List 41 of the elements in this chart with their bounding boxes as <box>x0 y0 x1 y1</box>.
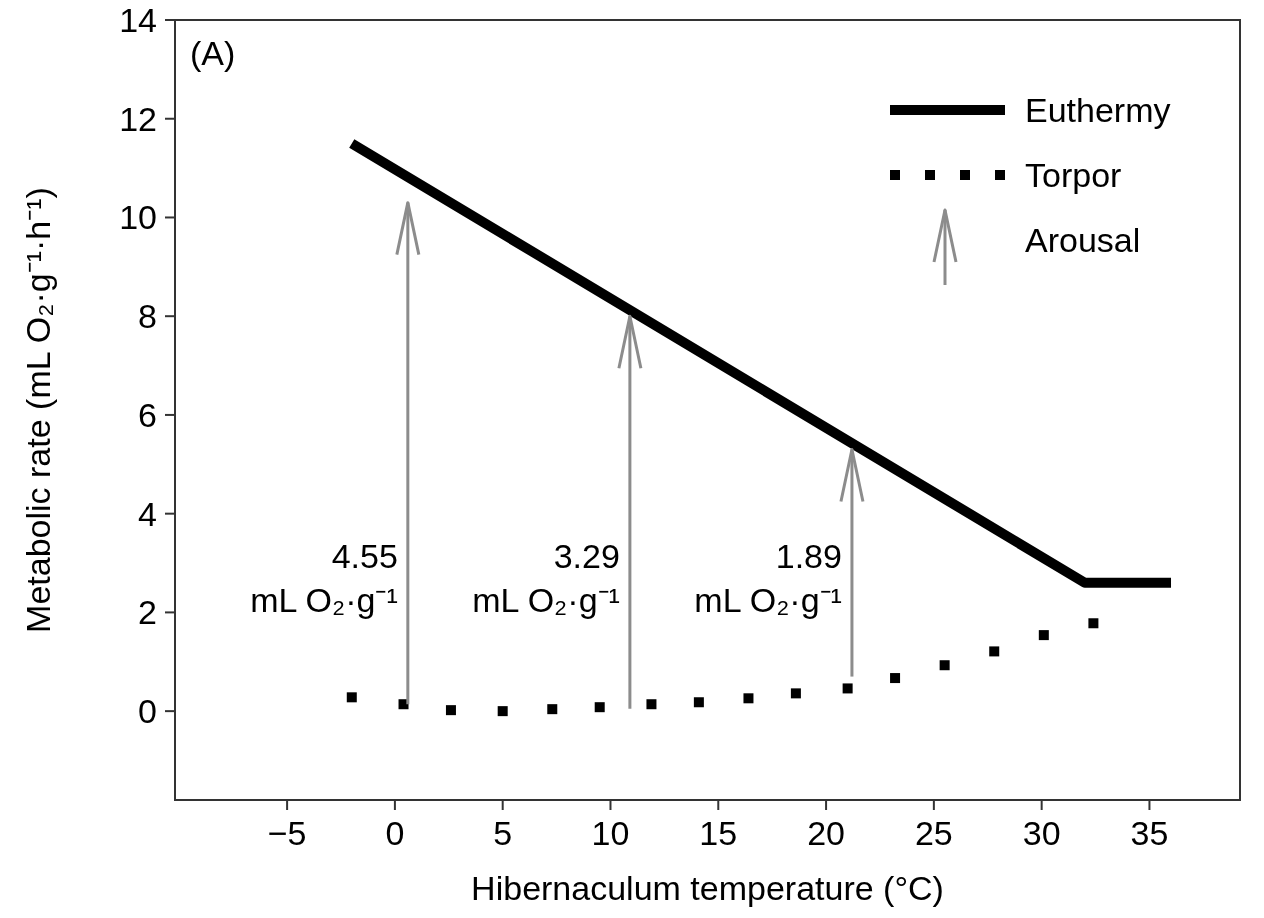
legend-label: Arousal <box>1025 220 1141 259</box>
point <box>693 697 704 708</box>
point <box>1088 618 1099 629</box>
x-tick-label: 10 <box>591 814 630 852</box>
annotation: 4.55 mL O₂·g⁻¹ <box>250 537 398 620</box>
x-tick-label: 35 <box>1130 814 1169 852</box>
legend-label: Euthermy <box>1025 90 1171 129</box>
point <box>743 693 754 704</box>
y-tick-label: 0 <box>138 692 157 731</box>
y-tick-label: 10 <box>119 198 157 237</box>
point <box>842 683 853 694</box>
y-tick-label: 12 <box>119 99 157 138</box>
x-tick-label: 15 <box>699 814 738 852</box>
point <box>445 705 456 716</box>
y-tick-label: 6 <box>138 395 157 434</box>
x-tick-label: 25 <box>914 814 953 852</box>
point <box>497 706 508 717</box>
point <box>890 673 901 684</box>
point <box>939 660 950 671</box>
y-axis-title: Metabolic rate (mL O₂·g⁻¹·h⁻¹) <box>19 187 57 633</box>
x-tick-label: 0 <box>385 814 405 852</box>
point <box>346 692 357 703</box>
annotation: 1.89 mL O₂·g⁻¹ <box>694 537 842 620</box>
y-tick-label: 4 <box>138 494 157 533</box>
x-tick-label: 5 <box>493 814 513 852</box>
point <box>989 646 1000 657</box>
legend-label: Torpor <box>1025 155 1122 194</box>
point <box>646 699 657 710</box>
y-tick-label: 8 <box>138 297 157 336</box>
point <box>1038 630 1049 641</box>
x-tick-label: 30 <box>1022 814 1061 852</box>
y-tick-label: 2 <box>138 593 157 632</box>
point <box>790 688 801 699</box>
annotation: (A) <box>190 34 236 72</box>
annotation: 3.29 mL O₂·g⁻¹ <box>472 537 620 620</box>
x-tick-label: 20 <box>807 814 845 852</box>
x-axis-title: Hibernaculum temperature (°C) <box>471 869 944 907</box>
y-tick-label: 14 <box>119 0 157 39</box>
point <box>547 704 558 715</box>
x-tick-label: −5 <box>267 814 307 852</box>
point <box>594 702 605 713</box>
